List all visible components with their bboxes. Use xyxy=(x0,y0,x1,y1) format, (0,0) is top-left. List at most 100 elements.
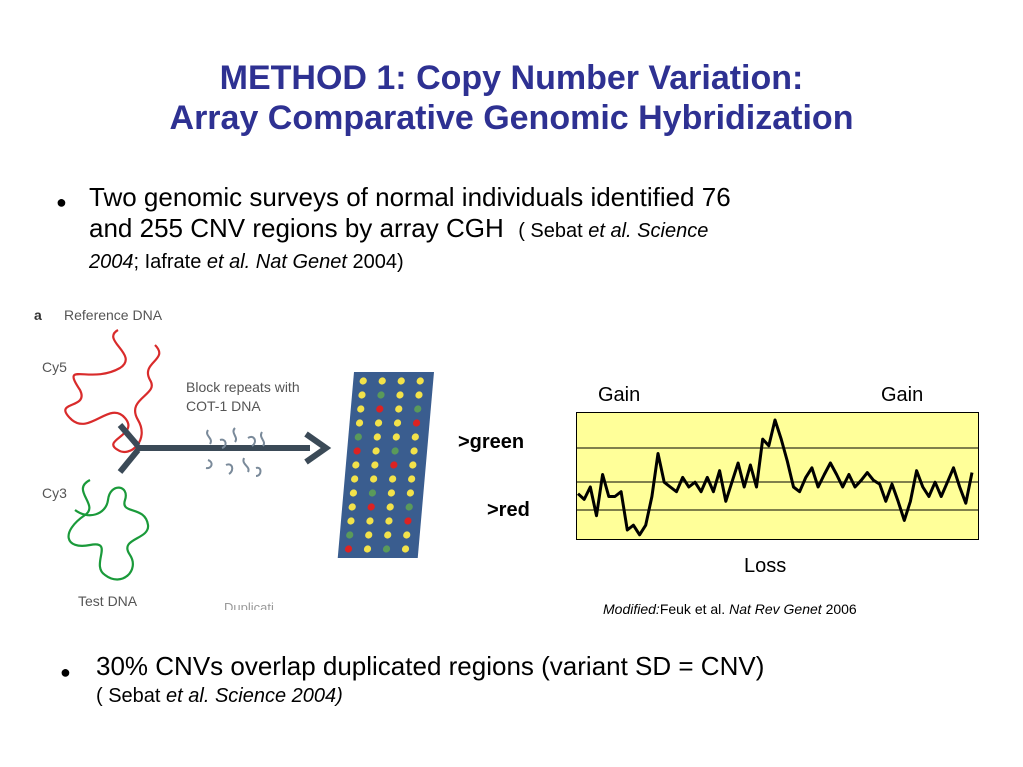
bullet-1-ref-close: 2004) xyxy=(346,251,404,273)
array-spot xyxy=(378,377,386,385)
test-dna-strand xyxy=(67,479,150,581)
cy3-label: Cy3 xyxy=(42,485,67,501)
bullet-1-ref-sep: ; Iafrate xyxy=(133,251,207,273)
array-spot xyxy=(377,391,385,399)
array-spot xyxy=(372,447,380,455)
red-ratio-label: >red xyxy=(487,499,530,521)
reference-dna-strand xyxy=(64,329,161,453)
bullet-1-ref-etal-1: et al. Science xyxy=(588,220,709,242)
cy5-label: Cy5 xyxy=(42,359,67,375)
array-spot xyxy=(406,489,415,497)
array-spot xyxy=(410,447,418,455)
array-spot xyxy=(346,531,354,539)
gain-label-left: Gain xyxy=(598,384,641,406)
array-spot xyxy=(409,461,417,469)
slide-title: METHOD 1: Copy Number Variation: Array C… xyxy=(0,58,1023,138)
array-spot xyxy=(348,503,356,511)
array-spot xyxy=(352,461,360,469)
bullet-1-line-3: 2004; Iafrate et al. Nat Genet 2004) xyxy=(89,247,949,278)
duplication-cut-label: Duplicati xyxy=(224,600,274,610)
array-spot xyxy=(397,377,405,385)
test-dna-label: Test DNA xyxy=(78,593,138,609)
array-spot xyxy=(373,433,381,441)
loss-label: Loss xyxy=(744,555,787,577)
merge-arrow-upper xyxy=(117,423,141,448)
bullet-1-ref-year-1: 2004 xyxy=(89,251,134,273)
gain-label-right: Gain xyxy=(881,384,924,406)
microarray-slide-base xyxy=(337,372,434,558)
array-spot xyxy=(358,391,366,399)
bullet-2-line-1: 30% CNVs overlap duplicated regions (var… xyxy=(96,651,765,681)
microarray-spots xyxy=(344,377,424,553)
array-spot xyxy=(374,419,383,427)
title-line-1: METHOD 1: Copy Number Variation: xyxy=(219,59,804,97)
array-spot xyxy=(370,475,378,483)
hybridize-arrowhead xyxy=(304,431,332,465)
array-spot xyxy=(403,531,411,539)
array-spot xyxy=(366,517,374,525)
figure-credit: Modified:Feuk et al. Nat Rev Genet 2006 xyxy=(603,601,857,617)
bullet-2-ref-open: ( Sebat xyxy=(96,685,167,707)
bullet-1-line-1: Two genomic surveys of normal individual… xyxy=(89,182,731,212)
array-spot xyxy=(401,545,410,553)
green-ratio-label: >green xyxy=(458,431,525,453)
merge-arrow-lower xyxy=(117,448,141,474)
acgh-schematic: a Reference DNA Cy5 Cy3 Block repeats wi… xyxy=(30,300,450,615)
array-spot xyxy=(415,391,423,399)
array-spot xyxy=(376,405,384,413)
array-spot xyxy=(408,475,416,483)
array-spot xyxy=(371,461,379,469)
array-spot xyxy=(382,545,391,553)
array-spot xyxy=(405,503,413,511)
bullet-2-ref-etal: et al. Science 2004) xyxy=(166,685,343,707)
array-spot xyxy=(395,405,403,413)
array-spot xyxy=(357,405,365,413)
array-spot xyxy=(386,503,394,511)
array-spot xyxy=(391,447,399,455)
array-spot xyxy=(385,517,393,525)
array-spot xyxy=(387,489,396,497)
bullet-dot-1: ● xyxy=(56,192,67,212)
ratio-trace xyxy=(576,418,974,537)
log-ratio-plot xyxy=(576,412,979,540)
array-spot xyxy=(384,531,392,539)
array-spot xyxy=(396,391,404,399)
array-spot xyxy=(355,419,364,427)
bullet-1: Two genomic surveys of normal individual… xyxy=(89,182,949,278)
array-spot xyxy=(416,377,424,385)
array-spot xyxy=(367,503,375,511)
bullet-2-line-2: ( Sebat et al. Science 2004) xyxy=(96,682,996,710)
array-spot xyxy=(404,517,412,525)
array-spot xyxy=(359,377,367,385)
array-spot xyxy=(349,489,358,497)
bullet-1-ref-open: ( Sebat xyxy=(518,220,589,242)
credit-authors: Feuk et al. xyxy=(659,601,730,617)
title-line-2: Array Comparative Genomic Hybridization xyxy=(169,99,854,137)
credit-year: 2006 xyxy=(821,601,857,617)
array-spot xyxy=(344,545,353,553)
bullet-2: 30% CNVs overlap duplicated regions (var… xyxy=(96,651,996,710)
panel-letter: a xyxy=(34,307,42,323)
reference-dna-label: Reference DNA xyxy=(64,307,163,323)
credit-modified: Modified: xyxy=(603,601,660,617)
array-spot xyxy=(390,461,398,469)
block-repeats-label-1: Block repeats with xyxy=(186,379,300,395)
array-spot xyxy=(412,419,421,427)
bullet-1-line-2-text: and 255 CNV regions by array CGH xyxy=(89,213,504,243)
array-spot xyxy=(393,419,402,427)
array-spot xyxy=(354,433,362,441)
plot-background xyxy=(576,412,979,540)
array-spot xyxy=(365,531,373,539)
bullet-1-ref-etal-2: et al. Nat Genet xyxy=(206,251,347,273)
block-repeats-label-2: COT-1 DNA xyxy=(186,398,261,414)
log-ratio-plot-graphic xyxy=(576,412,979,540)
array-spot xyxy=(347,517,355,525)
array-spot xyxy=(392,433,400,441)
array-spot xyxy=(414,405,422,413)
microarray-slide xyxy=(337,372,434,558)
array-spot xyxy=(351,475,359,483)
array-spot xyxy=(368,489,377,497)
array-spot xyxy=(353,447,361,455)
array-spot xyxy=(363,545,372,553)
acgh-schematic-graphic: a Reference DNA Cy5 Cy3 Block repeats wi… xyxy=(34,307,434,615)
